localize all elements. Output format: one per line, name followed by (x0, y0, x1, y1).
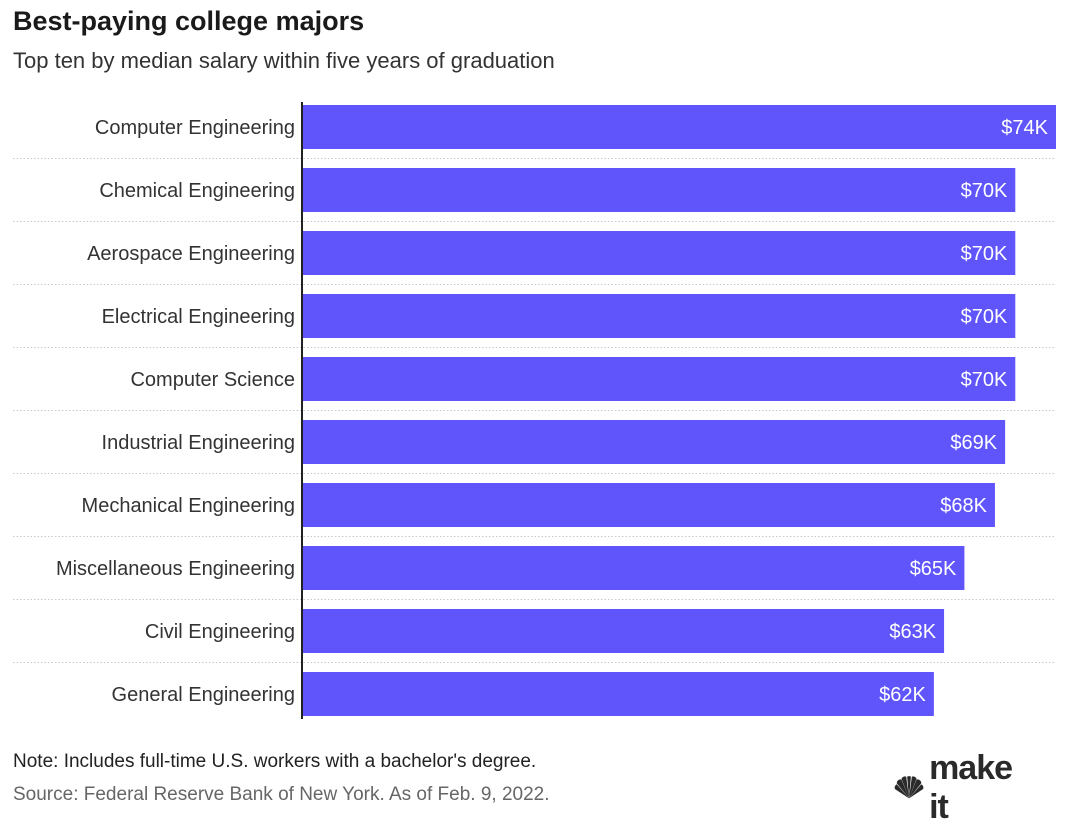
chart-note: Note: Includes full-time U.S. workers wi… (13, 751, 537, 772)
category-label: Aerospace Engineering (87, 243, 295, 265)
category-label: Miscellaneous Engineering (56, 558, 295, 580)
value-label: $70K (961, 306, 1008, 328)
bar-chemical-engineering (303, 168, 1016, 212)
value-label: $74K (1001, 117, 1048, 139)
category-label: General Engineering (112, 684, 295, 706)
chart-title: Best-paying college majors (13, 6, 365, 36)
value-label: $70K (961, 369, 1008, 391)
value-label: $63K (889, 621, 936, 643)
bar-computer-science (303, 357, 1016, 401)
category-label: Industrial Engineering (102, 432, 295, 454)
chart-subtitle: Top ten by median salary within five yea… (13, 48, 555, 73)
value-label: $62K (879, 684, 926, 706)
category-label: Computer Engineering (95, 117, 295, 139)
category-label: Civil Engineering (145, 621, 295, 643)
logo-text: make it (929, 749, 1013, 826)
category-label: Chemical Engineering (99, 180, 295, 202)
bar-chart: Computer Engineering $74K Chemical Enginee… (13, 102, 1056, 719)
bar-miscellaneous-engineering (303, 546, 965, 590)
value-label: $69K (950, 432, 997, 454)
value-label: $65K (910, 558, 957, 580)
make-it-logo: make it (893, 749, 1033, 826)
bar-industrial-engineering (303, 420, 1006, 464)
category-label: Mechanical Engineering (82, 495, 295, 517)
chart-source: Source: Federal Reserve Bank of New York… (13, 784, 550, 805)
bar-mechanical-engineering (303, 483, 995, 527)
value-label: $70K (961, 243, 1008, 265)
bar-civil-engineering (303, 609, 945, 653)
category-label: Electrical Engineering (102, 306, 295, 328)
bar-computer-engineering (303, 105, 1056, 149)
bar-general-engineering (303, 672, 934, 716)
bar-electrical-engineering (303, 294, 1016, 338)
value-label: $70K (961, 180, 1008, 202)
cnbc-peacock-icon (894, 776, 924, 799)
bar-aerospace-engineering (303, 231, 1016, 275)
value-label: $68K (940, 495, 987, 517)
category-label: Computer Science (130, 369, 295, 391)
